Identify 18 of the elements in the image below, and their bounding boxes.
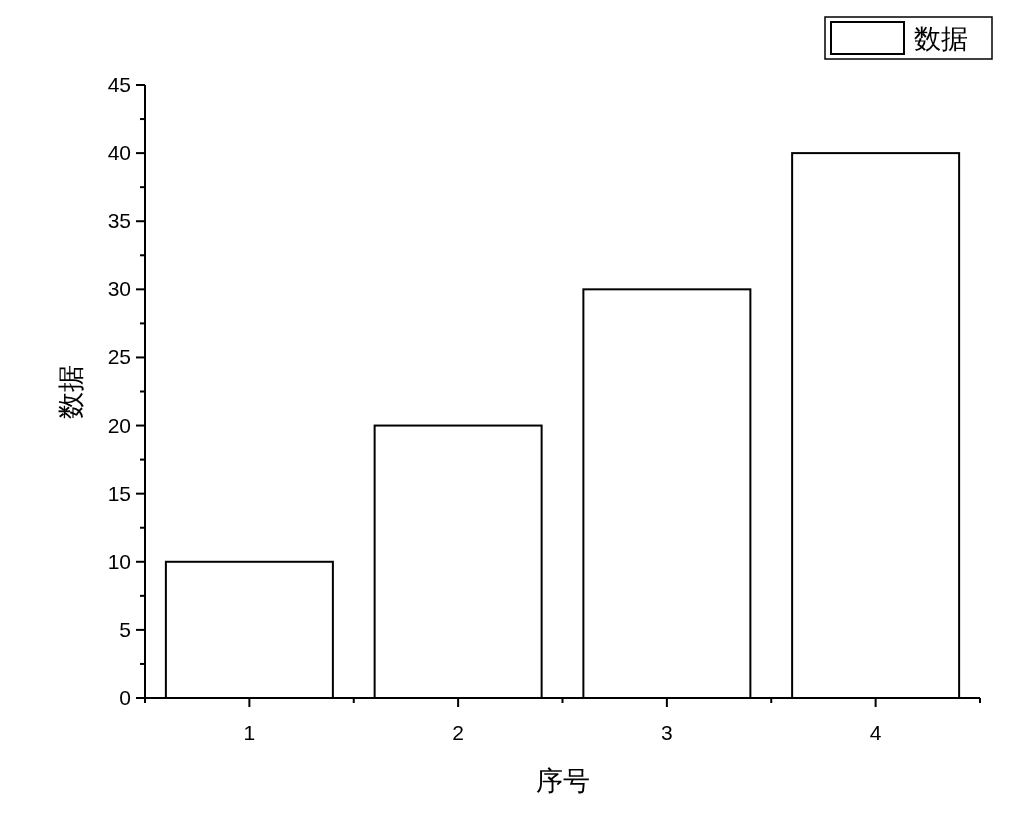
- y-axis-title: 数据: [56, 364, 86, 419]
- y-tick-label: 20: [107, 413, 131, 437]
- y-tick-label: 25: [107, 345, 131, 369]
- y-tick-label: 40: [107, 141, 131, 165]
- x-tick-label: 4: [869, 721, 882, 744]
- x-tick-label: 1: [243, 721, 256, 744]
- y-tick-label: 10: [107, 549, 131, 573]
- x-tick-label: 3: [661, 721, 673, 744]
- legend-label: 数据: [914, 24, 968, 54]
- y-tick-label: 35: [107, 209, 131, 233]
- y-tick-label: 45: [107, 73, 131, 96]
- y-tick-label: 5: [119, 617, 131, 641]
- legend: 数据: [824, 16, 993, 60]
- x-axis-title: 序号: [535, 766, 590, 796]
- y-tick-label: 15: [107, 481, 131, 505]
- y-tick-label: 30: [107, 277, 131, 301]
- x-tick-label: 2: [452, 721, 464, 744]
- y-tick-label: 0: [119, 686, 131, 709]
